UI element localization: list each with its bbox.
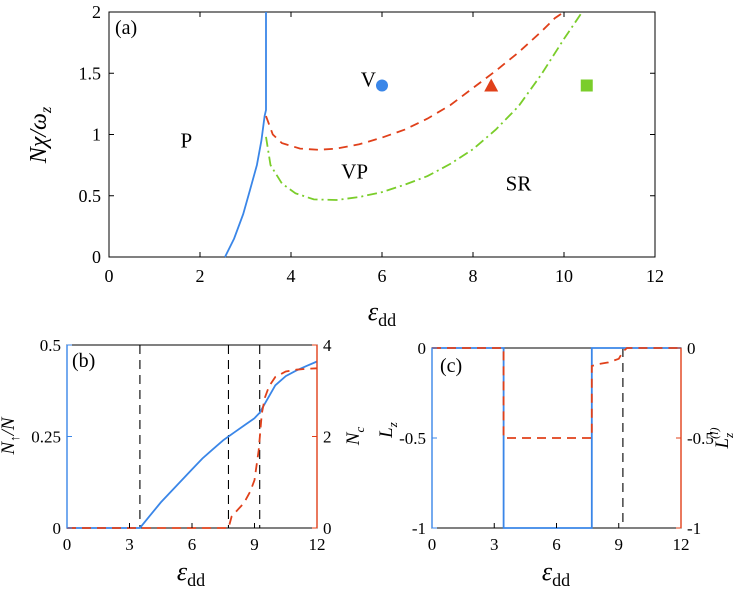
c-ytick-label-left: -0.5 bbox=[399, 429, 426, 448]
panel-c-angular-momentum: 0 3 6 9 12-1-0.50-1-0.50 (c) εdd Lz Lz(l) bbox=[376, 339, 736, 590]
panel-c-ylabel-left: Lz bbox=[376, 422, 400, 439]
panel-a-markers bbox=[376, 78, 593, 92]
series-nc-line bbox=[67, 367, 318, 529]
c-ytick-label-right: 0 bbox=[687, 339, 696, 358]
series-vp-sr-boundary-line bbox=[265, 11, 583, 201]
b-ytick-label-left: 0.5 bbox=[40, 336, 61, 355]
c-xtick-label: 3 bbox=[490, 535, 499, 554]
panel-b-ylabel-right: Nc bbox=[343, 427, 367, 447]
series-lz-line bbox=[432, 347, 681, 529]
panel-c-label: (c) bbox=[440, 355, 462, 377]
marker-square bbox=[580, 79, 593, 92]
panel-a-xtick-label: 2 bbox=[196, 266, 205, 286]
panel-b-series-group bbox=[67, 360, 318, 529]
b-ytick-label-right: 2 bbox=[323, 428, 332, 447]
panel-a-region-labels: P V VP SR bbox=[181, 67, 532, 195]
panel-a-series-group bbox=[224, 11, 583, 258]
c-ytick-label-left: 0 bbox=[418, 339, 427, 358]
c-xtick-label: 12 bbox=[673, 535, 690, 554]
region-label-p: P bbox=[181, 129, 193, 153]
panel-a-xtick-label: 10 bbox=[555, 266, 573, 286]
panel-a-xtick-label: 12 bbox=[646, 266, 664, 286]
b-ytick-label-right: 4 bbox=[323, 336, 332, 355]
c-xtick-label: 0 bbox=[428, 535, 437, 554]
b-xtick-label: 9 bbox=[250, 535, 259, 554]
b-xtick-label: 0 bbox=[63, 535, 72, 554]
region-label-vp: VP bbox=[341, 159, 368, 183]
panel-a-xtick-label: 0 bbox=[105, 266, 114, 286]
panel-a-phase-diagram: P V VP SR 0 2 4 6 8 10 12 0 0.5 1 1.5 2 (a) εdd Nχ/ωz bbox=[26, 2, 664, 330]
b-ytick-label-right: 0 bbox=[323, 519, 332, 538]
panel-c-series-group bbox=[432, 347, 681, 529]
panel-c-ylabel-right: Lz(l) bbox=[707, 428, 736, 450]
b-xtick-label: 6 bbox=[188, 535, 197, 554]
panel-a-xtick-label: 8 bbox=[469, 266, 478, 286]
c-ytick-label-right: -0.5 bbox=[687, 429, 714, 448]
panel-a-label: (a) bbox=[115, 17, 137, 39]
marker-circle bbox=[376, 79, 388, 92]
panel-b-label: (b) bbox=[72, 350, 95, 372]
c-xtick-label: 6 bbox=[552, 535, 561, 554]
panel-b-transition-lines bbox=[139, 345, 261, 528]
region-label-sr: SR bbox=[506, 172, 532, 196]
panel-a-ytick-label: 0.5 bbox=[79, 186, 102, 206]
panel-a-ytick-label: 2 bbox=[92, 2, 101, 22]
panel-a-xtick-label: 6 bbox=[378, 266, 387, 286]
c-xtick-label: 9 bbox=[615, 535, 624, 554]
panel-c-transition-lines bbox=[503, 348, 624, 528]
marker-triangle bbox=[484, 78, 499, 92]
series-p-boundary-line bbox=[224, 12, 267, 258]
c-ytick-label-left: -1 bbox=[412, 519, 426, 538]
panel-b-xlabel: εdd bbox=[177, 557, 205, 590]
panel-b-ylabel-left: N↑/N bbox=[0, 416, 22, 455]
panel-a-ytick-label: 1.5 bbox=[79, 63, 102, 83]
b-ytick-label-left: 0.25 bbox=[31, 428, 61, 447]
b-ytick-label-left: 0 bbox=[53, 519, 62, 538]
series-lz-l--line bbox=[432, 347, 681, 439]
panel-a-ytick-label: 0 bbox=[92, 247, 101, 267]
series-n-n-line bbox=[67, 360, 318, 529]
region-label-v: V bbox=[361, 67, 376, 91]
panel-a-xlabel: εdd bbox=[368, 297, 396, 330]
b-xtick-label: 12 bbox=[309, 535, 326, 554]
panel-a-ytick-label: 1 bbox=[92, 125, 101, 145]
panel-a-xtick-label: 4 bbox=[287, 266, 296, 286]
c-ytick-label-right: -1 bbox=[687, 519, 701, 538]
panel-c-xlabel: εdd bbox=[542, 557, 570, 590]
b-xtick-label: 3 bbox=[125, 535, 134, 554]
series-v-vp-boundary-line bbox=[265, 11, 565, 151]
panel-b-axes-frame bbox=[66, 344, 318, 529]
panel-a-ylabel: Nχ/ωz bbox=[26, 106, 55, 164]
